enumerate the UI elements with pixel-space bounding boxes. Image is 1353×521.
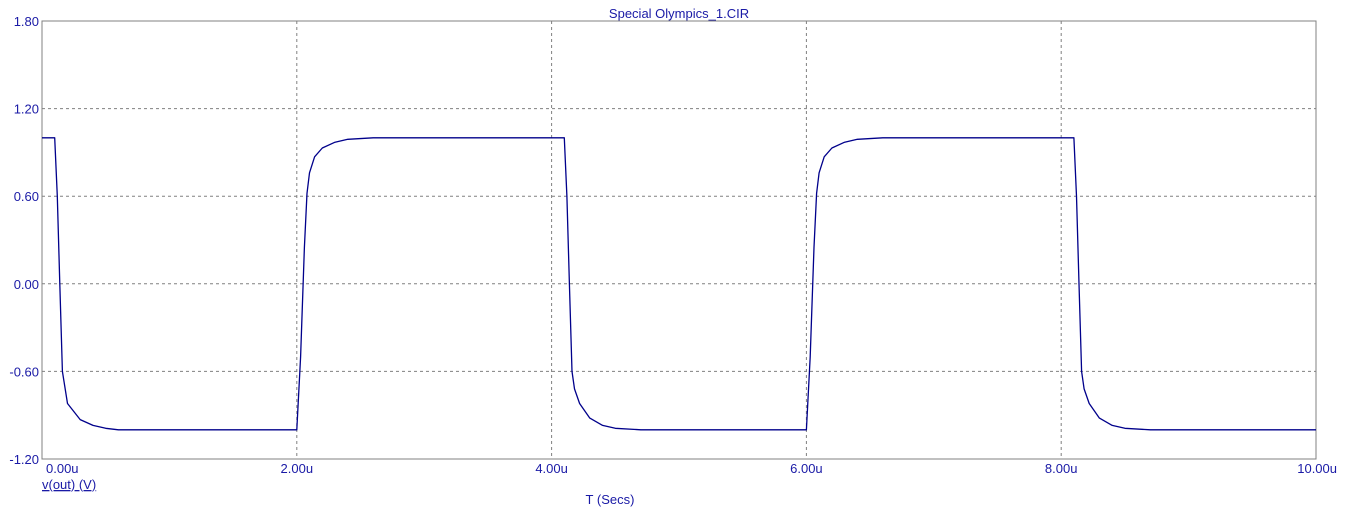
plot-area-border	[41, 20, 1317, 460]
y-tick-labels: -1.20 -0.60 0.00 0.60 1.20 1.80	[9, 14, 39, 467]
chart-title: Special Olympics_1.CIR	[609, 6, 749, 21]
x-axis-label: T (Secs)	[586, 492, 635, 507]
x-tick-label: 10.00u	[1297, 461, 1337, 476]
series-layer	[42, 137, 1316, 431]
x-tick-label: 4.00u	[535, 461, 568, 476]
y-tick-label: 1.20	[14, 102, 39, 117]
grid-lines	[42, 21, 1316, 459]
y-tick-label: 1.80	[14, 14, 39, 29]
x-tick-label: 2.00u	[281, 461, 314, 476]
x-tick-label: 8.00u	[1045, 461, 1078, 476]
y-tick-label: -0.60	[9, 364, 39, 379]
x-tick-label: 0.00u	[46, 461, 79, 476]
y-tick-label: -1.20	[9, 452, 39, 467]
y-tick-label: 0.00	[14, 277, 39, 292]
x-tick-labels: 0.00u 2.00u 4.00u 6.00u 8.00u 10.00u	[46, 461, 1337, 476]
y-tick-label: 0.60	[14, 189, 39, 204]
series-legend-label: v(out) (V)	[42, 477, 96, 492]
series-line-vout	[42, 137, 1316, 431]
x-tick-label: 6.00u	[790, 461, 823, 476]
